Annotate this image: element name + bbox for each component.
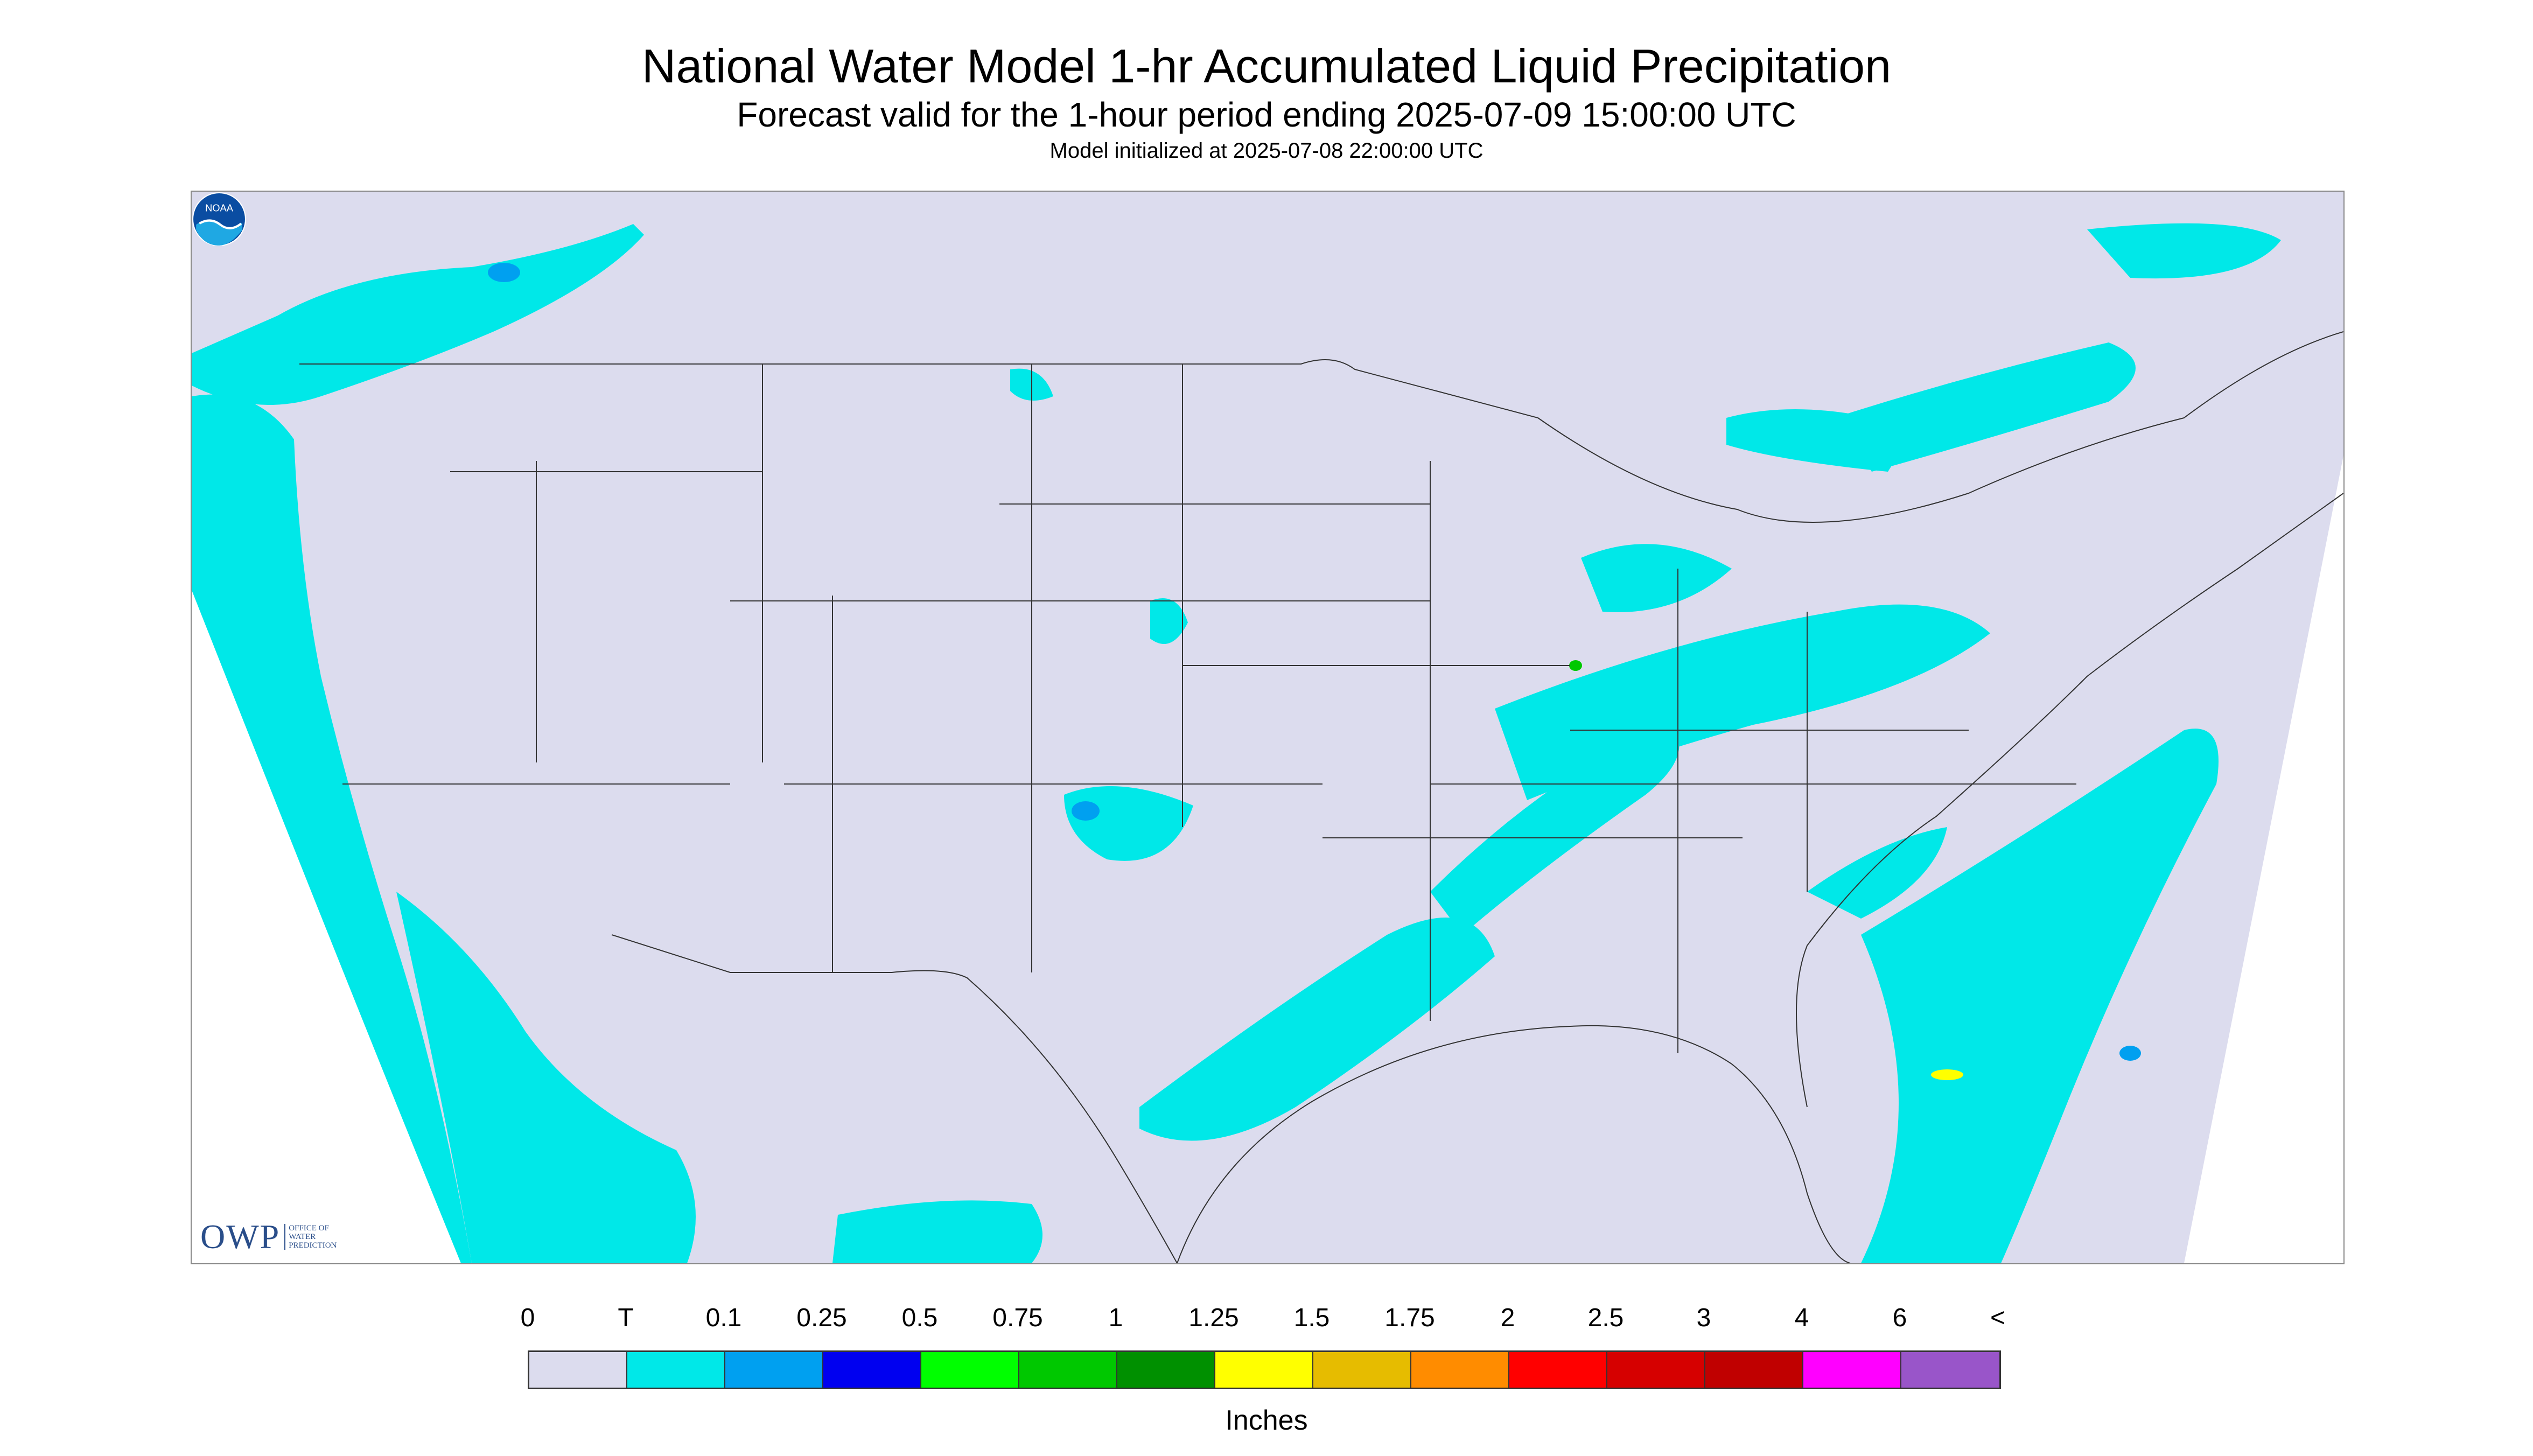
map-subtitle: Forecast valid for the 1-hour period end…	[737, 95, 1796, 134]
owp-logo-line: PREDICTION	[289, 1241, 337, 1250]
political-boundaries	[299, 331, 2343, 1263]
precip-areas	[192, 223, 2281, 1263]
legend-tick-label: 2	[1500, 1304, 1515, 1332]
legend-tick-label: 0	[520, 1304, 535, 1332]
legend-swatch	[1411, 1352, 1509, 1388]
precip-heavy-cells	[488, 263, 2141, 1061]
legend-swatch	[1705, 1352, 1803, 1388]
precip-cell-ok	[1072, 801, 1100, 821]
legend-tick-label: T	[618, 1304, 634, 1332]
legend-swatch	[1215, 1352, 1313, 1388]
legend-swatch	[1607, 1352, 1705, 1388]
precip-cell-atl-yellow	[1931, 1069, 1963, 1080]
legend-swatch	[1509, 1352, 1607, 1388]
precip-cell-bc	[488, 263, 520, 282]
legend-tick-label: 2.5	[1587, 1304, 1624, 1332]
legend-units-label: Inches	[1225, 1405, 1308, 1436]
legend-tick-label: 1.25	[1188, 1304, 1239, 1332]
legend-swatch	[529, 1352, 627, 1388]
precip-cell-in-green	[1569, 660, 1582, 671]
border-us-canada	[299, 331, 2343, 523]
precip-baja	[396, 892, 696, 1263]
state-lines	[342, 364, 2076, 1053]
legend-tick-label: 0.75	[992, 1304, 1043, 1332]
coastline-gulf	[1177, 1025, 1851, 1263]
legend-tick-label: 0.5	[901, 1304, 938, 1332]
precipitation-map[interactable]: OWP OFFICE OF WATER PREDICTION NOAA	[191, 191, 2345, 1264]
owp-logo-line: OFFICE OF	[289, 1224, 329, 1233]
legend-swatch	[1901, 1352, 1999, 1388]
noaa-logo: NOAA	[192, 192, 246, 246]
legend-tick-label: 1.75	[1384, 1304, 1435, 1332]
precip-michigan	[1581, 544, 1732, 612]
map-title: National Water Model 1-hr Accumulated Li…	[641, 39, 1892, 93]
legend-tick-label: 6	[1892, 1304, 1907, 1332]
legend-swatch	[823, 1352, 921, 1388]
legend-tick-label: 1.5	[1293, 1304, 1330, 1332]
legend-swatch	[1313, 1352, 1411, 1388]
precip-max-cells	[1569, 660, 1963, 1080]
legend-tick-label: 4	[1794, 1304, 1809, 1332]
precip-west-coast	[192, 394, 472, 1263]
legend-swatch	[627, 1352, 725, 1388]
legend-swatch	[921, 1352, 1019, 1388]
precip-nebraska	[1150, 598, 1188, 644]
precip-gulf	[1139, 918, 1495, 1141]
coastline-atlantic	[1796, 493, 2343, 1108]
precip-lakes	[1726, 409, 1915, 472]
legend-tick-label: 1	[1108, 1304, 1123, 1332]
legend-swatch	[1019, 1352, 1117, 1388]
precip-atlantic	[1861, 729, 2219, 1263]
legend-swatch	[1117, 1352, 1215, 1388]
precip-south-edge	[832, 1200, 1042, 1263]
precip-se-coast	[1807, 827, 1947, 919]
legend-swatch	[1803, 1352, 1901, 1388]
owp-logo-line: WATER	[289, 1233, 316, 1241]
owp-logo: OWP OFFICE OF WATER PREDICTION	[200, 1217, 337, 1257]
map-canvas	[192, 192, 2343, 1263]
precip-quebec	[1834, 342, 2136, 472]
legend-tick-label: 3	[1696, 1304, 1711, 1332]
legend-tick-label: 0.1	[705, 1304, 742, 1332]
svg-text:NOAA: NOAA	[205, 202, 234, 214]
precip-mid-ms	[1430, 719, 1680, 935]
owp-logo-letters: OWP	[200, 1217, 281, 1256]
color-scale-legend	[528, 1350, 2001, 1389]
border-us-mexico	[611, 934, 1178, 1263]
legend-swatch	[725, 1352, 823, 1388]
precip-cell-atl	[2119, 1046, 2141, 1061]
precip-pacific-nw	[192, 224, 644, 405]
precip-hudson	[2087, 223, 2281, 279]
model-init-text: Model initialized at 2025-07-08 22:00:00…	[1049, 139, 1484, 163]
owp-logo-text: OFFICE OF WATER PREDICTION	[284, 1224, 337, 1250]
legend-tick-label: 0.25	[796, 1304, 847, 1332]
legend-tick-label: <	[1990, 1304, 2006, 1332]
